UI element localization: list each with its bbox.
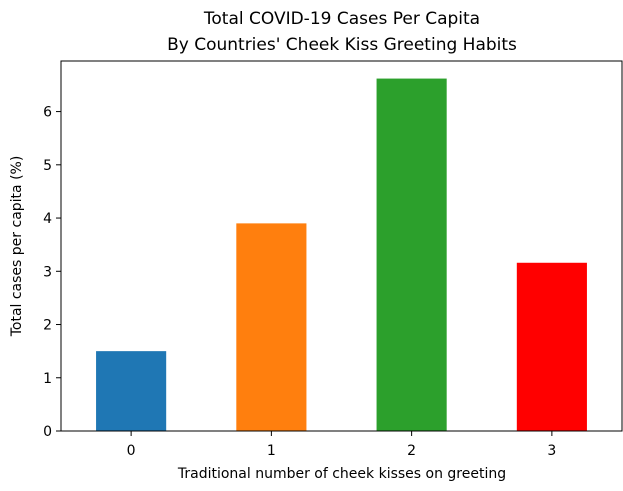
y-axis-label: Total cases per capita (%) <box>9 156 25 338</box>
bar-0 <box>96 351 167 431</box>
x-axis-ticks: 0 1 2 3 <box>127 431 556 459</box>
y-tick-label-0: 0 <box>43 424 52 440</box>
plot-frame <box>60 60 623 432</box>
bar-1 <box>236 223 307 431</box>
x-axis-label: Traditional number of cheek kisses on gr… <box>177 466 506 482</box>
y-tick-label-3: 3 <box>43 264 52 280</box>
chart-title-line-1: Total COVID-19 Cases Per Capita <box>203 9 480 29</box>
bars <box>96 78 587 431</box>
bar-3 <box>516 262 587 431</box>
x-tick-label-0: 0 <box>127 443 136 459</box>
chart-title-line-2: By Countries' Cheek Kiss Greeting Habits <box>167 35 517 55</box>
x-tick-label-1: 1 <box>267 443 276 459</box>
bar-2 <box>376 78 447 431</box>
y-tick-label-5: 5 <box>43 158 52 174</box>
y-tick-label-1: 1 <box>43 371 52 387</box>
y-axis-ticks: 0 1 2 3 4 5 6 <box>43 105 61 440</box>
x-tick-label-3: 3 <box>547 443 556 459</box>
y-tick-label-4: 4 <box>43 211 52 227</box>
y-tick-label-2: 2 <box>43 318 52 334</box>
y-tick-label-6: 6 <box>43 105 52 121</box>
x-tick-label-2: 2 <box>407 443 416 459</box>
